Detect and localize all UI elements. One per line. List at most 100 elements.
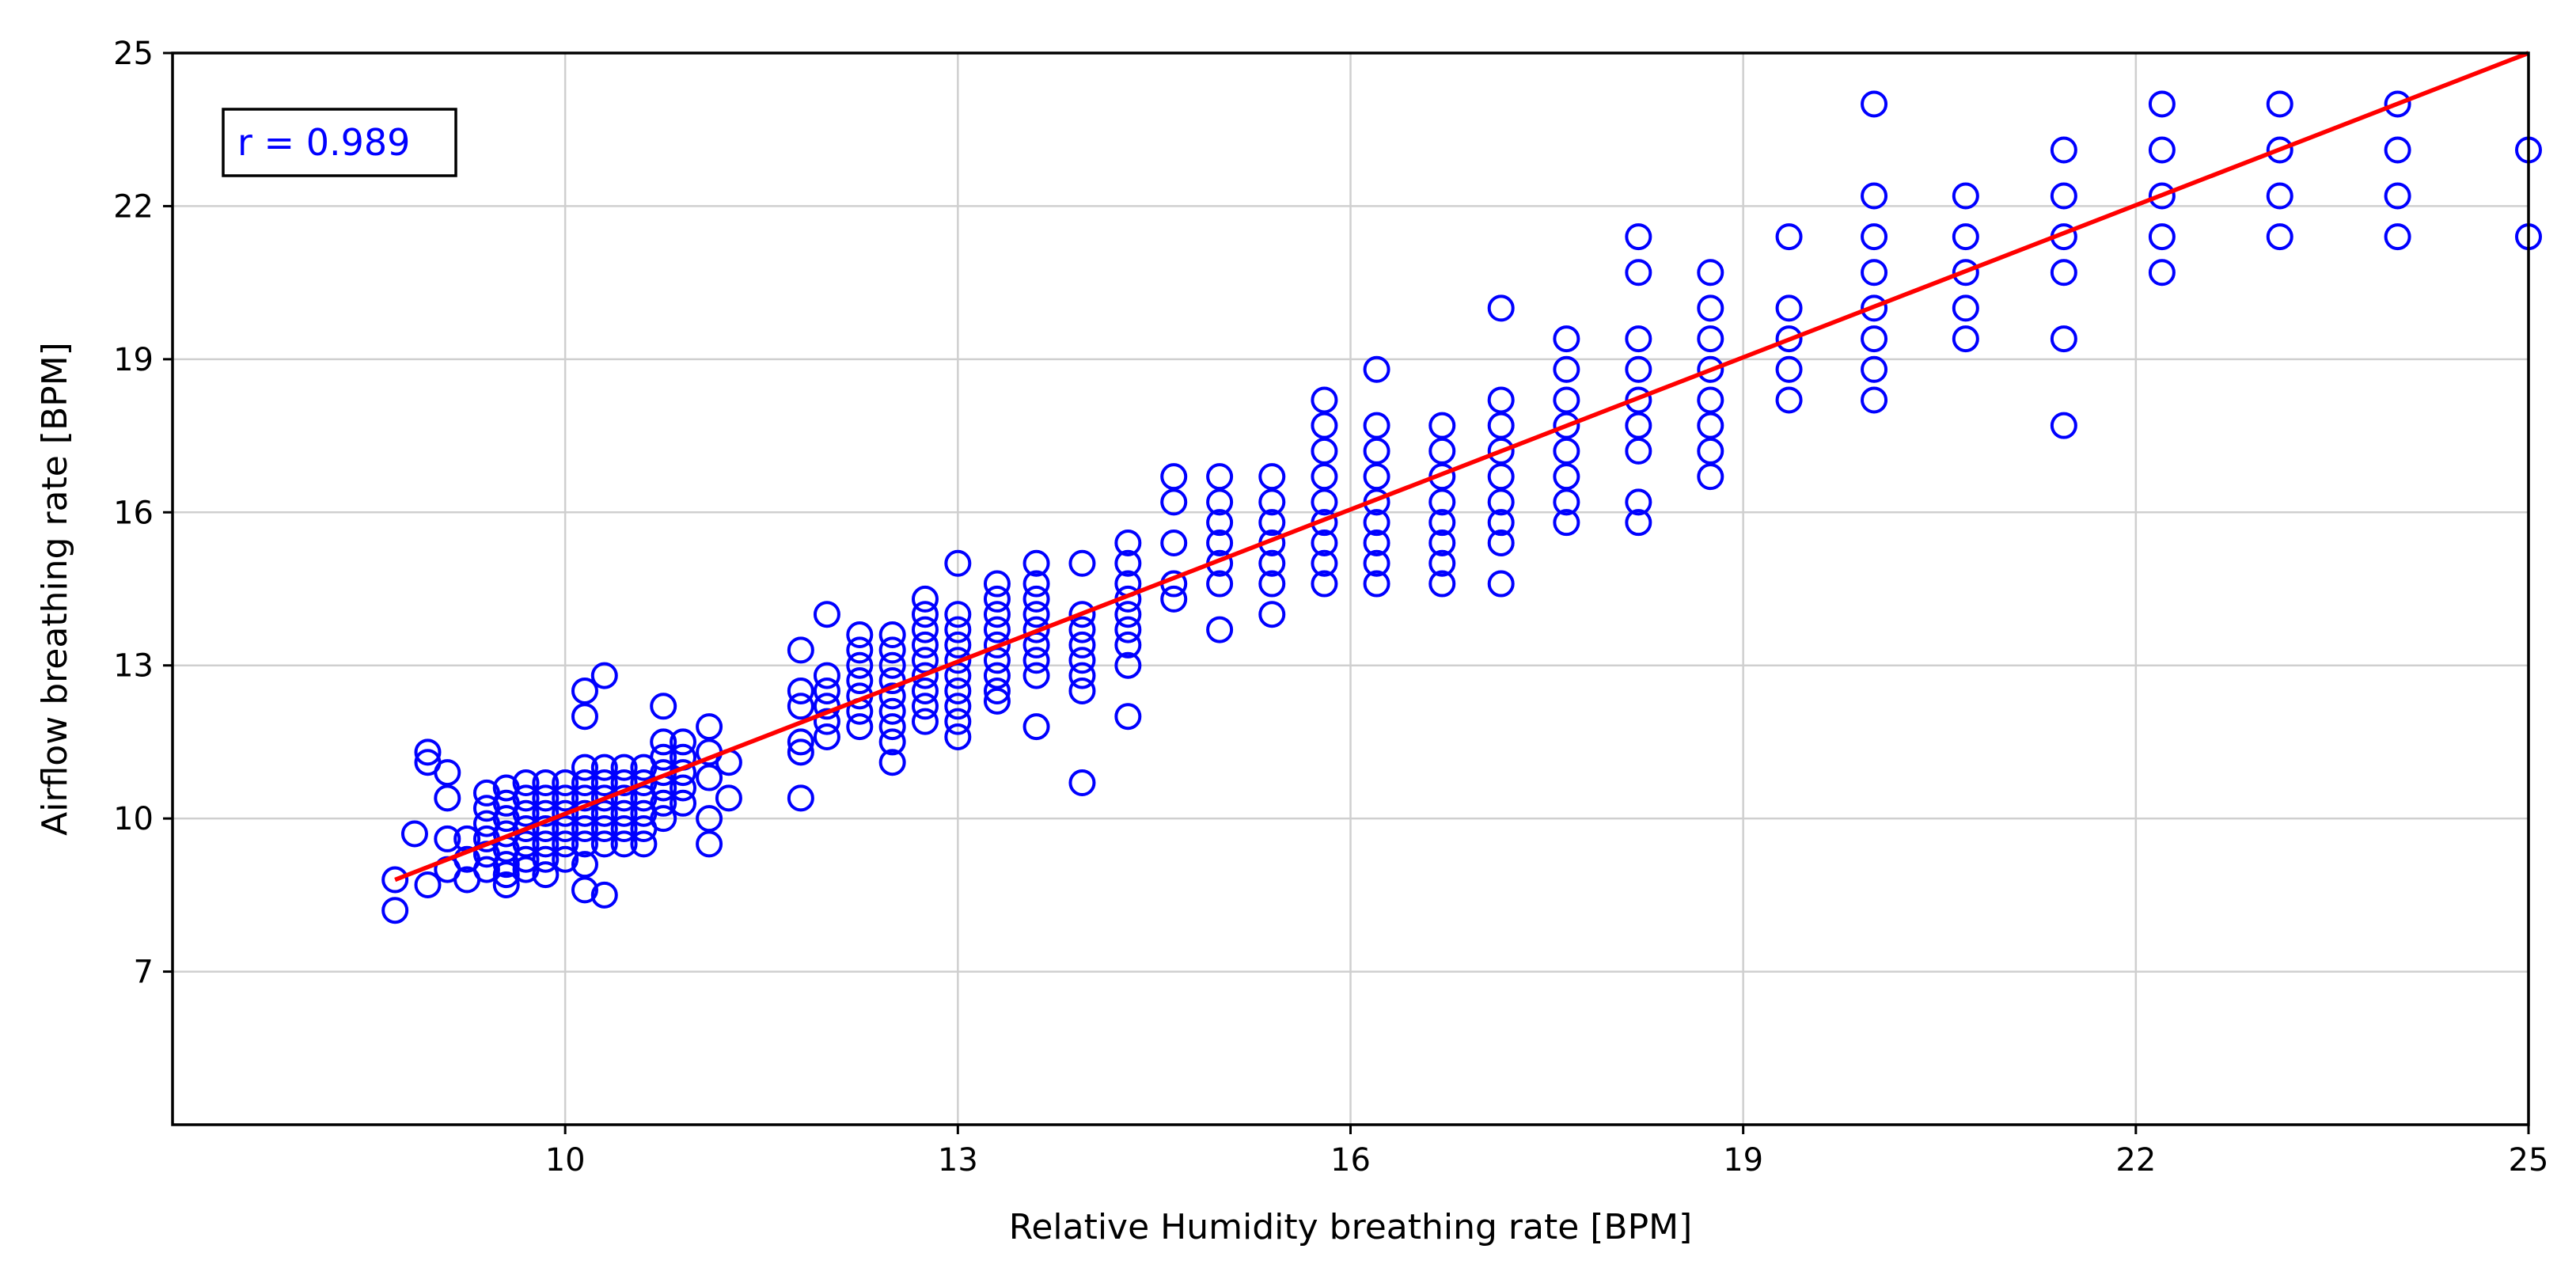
data-point <box>1022 585 1050 613</box>
data-point <box>1022 662 1050 689</box>
data-point <box>1428 437 1456 465</box>
data-point <box>2050 325 2077 353</box>
data-point <box>492 851 520 879</box>
data-point <box>846 667 874 695</box>
data-point <box>650 728 677 756</box>
data-point <box>1697 325 1724 353</box>
data-point <box>492 861 520 889</box>
data-point <box>696 713 723 741</box>
data-point <box>1428 529 1456 556</box>
data-point <box>571 677 598 704</box>
data-point <box>1775 325 1803 353</box>
x-tick-label: 10 <box>545 1142 586 1179</box>
data-point <box>1114 651 1142 679</box>
data-point <box>944 601 972 628</box>
data-point <box>1363 529 1390 556</box>
data-point <box>983 631 1011 659</box>
data-point <box>1553 437 1580 465</box>
data-point <box>610 815 638 843</box>
data-point <box>1022 549 1050 577</box>
data-point <box>1428 549 1456 577</box>
data-point <box>571 769 598 797</box>
data-point <box>1487 294 1515 322</box>
data-point <box>787 677 814 704</box>
data-point <box>1114 703 1142 731</box>
data-point <box>1861 182 1888 210</box>
data-point <box>1160 585 1188 613</box>
data-point <box>1487 529 1515 556</box>
data-point <box>590 784 618 812</box>
data-point <box>1114 631 1142 659</box>
data-point <box>1363 355 1390 383</box>
y-tick-label: 22 <box>113 188 154 225</box>
data-point <box>1068 631 1096 659</box>
data-point <box>2384 136 2411 164</box>
data-point <box>1697 437 1724 465</box>
data-point <box>911 616 939 643</box>
data-point <box>512 784 540 812</box>
data-point <box>911 601 939 628</box>
data-point <box>650 789 677 817</box>
data-point <box>532 799 560 827</box>
data-point <box>1553 325 1580 353</box>
data-point <box>2266 136 2293 164</box>
data-point <box>1311 529 1338 556</box>
data-point <box>571 753 598 781</box>
data-point <box>1258 549 1286 577</box>
data-point <box>787 728 814 756</box>
data-point <box>944 677 972 704</box>
x-tick-label: 16 <box>1330 1142 1371 1179</box>
data-point <box>1311 488 1338 516</box>
data-point <box>532 861 560 889</box>
data-point <box>1068 601 1096 628</box>
data-point <box>878 728 906 756</box>
data-point <box>1952 223 1979 251</box>
data-point <box>1068 647 1096 674</box>
y-axis-ticks: 7 10 13 16 19 22 25 <box>113 36 173 991</box>
data-point <box>2148 259 2176 287</box>
data-point <box>983 662 1011 689</box>
data-point <box>1363 509 1390 537</box>
data-point <box>1022 616 1050 643</box>
data-point <box>878 749 906 776</box>
data-point <box>1258 509 1286 537</box>
data-point <box>813 723 840 750</box>
data-point <box>2384 182 2411 210</box>
correlation-annotation-box <box>222 108 457 177</box>
data-point <box>532 830 560 858</box>
y-tick-label: 7 <box>134 955 154 991</box>
data-point <box>1861 386 1888 414</box>
data-point <box>696 805 723 833</box>
data-point <box>1861 294 1888 322</box>
x-tick-label: 13 <box>938 1142 978 1179</box>
data-point <box>1625 223 1652 251</box>
data-point <box>571 784 598 812</box>
x-tick-label: 19 <box>1723 1142 1763 1179</box>
data-point <box>715 784 742 812</box>
data-point <box>1363 549 1390 577</box>
data-point <box>670 789 697 817</box>
data-point <box>2266 182 2293 210</box>
data-point <box>1553 386 1580 414</box>
data-point <box>1487 437 1515 465</box>
data-point <box>944 631 972 659</box>
data-point <box>571 815 598 843</box>
data-point <box>571 799 598 827</box>
data-point <box>434 825 461 852</box>
data-point <box>944 549 972 577</box>
data-point <box>1553 412 1580 439</box>
data-point <box>1697 386 1724 414</box>
data-point <box>2050 412 2077 439</box>
correlation-annotation: r = 0.989 <box>237 121 410 164</box>
data-point <box>1114 529 1142 556</box>
data-point <box>2050 136 2077 164</box>
data-point <box>1428 509 1456 537</box>
data-point <box>813 601 840 628</box>
data-point <box>1311 412 1338 439</box>
data-point <box>846 636 874 664</box>
y-tick-label: 19 <box>113 342 154 378</box>
data-point <box>878 713 906 741</box>
data-point <box>944 723 972 750</box>
y-tick-label: 25 <box>113 36 154 72</box>
data-point <box>1697 463 1724 491</box>
